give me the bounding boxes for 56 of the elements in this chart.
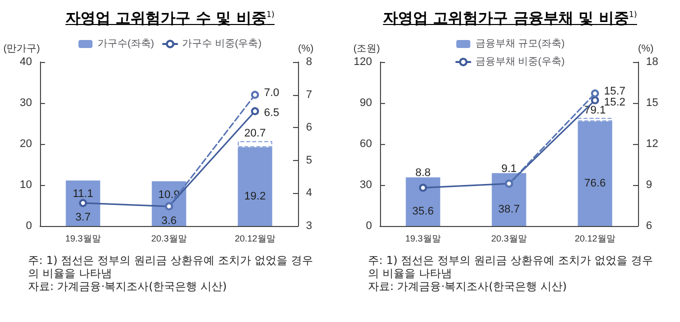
legend-label: 금융부채 규모(좌축): [475, 38, 565, 50]
data-label: 38.7: [498, 204, 520, 216]
data-label: 11.1: [72, 188, 94, 200]
data-label: 8.8: [415, 167, 431, 180]
text: 주: 1) 점선은 정부의 원리금 상환유예 조치가 없었을 경우의 비율을 나타냄: [368, 254, 654, 280]
y2-tick-label: 6: [646, 220, 652, 232]
y-axis-title: (만가구): [3, 44, 40, 54]
data-label: 35.6: [412, 206, 434, 218]
x-tick-label: 19.3월말: [65, 234, 101, 244]
legend-label: 가구수 비중(우축): [182, 38, 262, 50]
total-label: 79.1: [584, 104, 606, 116]
y-tick-label: 120: [354, 56, 372, 68]
data-label: 7.0: [264, 86, 280, 99]
y2-axis-title: (%): [298, 44, 314, 54]
y-tick-label: 30: [20, 97, 32, 109]
legend-label: 금융부채 비중(우축): [475, 56, 565, 68]
y-tick-label: 10: [20, 179, 32, 191]
chart-title: 자영업 고위험가구 금융부채 및 비중$^{1)}$: [382, 9, 638, 27]
y-tick-label: 40: [20, 56, 32, 68]
y-tick-label: 90: [360, 97, 372, 109]
data-label: 15.2: [604, 96, 626, 108]
y2-tick-label: 15: [646, 97, 658, 109]
data-label: 19.2: [244, 190, 266, 203]
data-label: 3.6: [161, 214, 177, 227]
x-tick-label: 20.3월말: [491, 234, 527, 244]
chart-title: 자영업 고위험가구 수 및 비중$^{1)}$: [65, 9, 275, 27]
legend-label: 가구수(좌축): [97, 38, 154, 50]
x-tick-label: 20.12월말: [574, 234, 616, 244]
y2-axis-title: (%): [638, 44, 654, 54]
y2-tick-label: 18: [646, 56, 658, 68]
data-label: 3.7: [75, 212, 91, 224]
y-tick-label: 20: [20, 138, 32, 150]
text: 자료: 가계금융·복지조사(한국은행 시산): [28, 280, 228, 293]
x-tick-label: 20.3월말: [151, 234, 187, 244]
y-axis-title: (조원): [353, 44, 380, 54]
y2-tick-label: 9: [646, 179, 652, 191]
y2-tick-label: 7: [306, 88, 312, 101]
data-label: 9.1: [501, 163, 517, 176]
y-tick-label: 30: [360, 179, 372, 191]
data-label: 76.6: [584, 178, 606, 190]
text: 자료: 가계금융·복지조사(한국은행 시산): [368, 280, 568, 293]
y-tick-label: 0: [366, 220, 372, 232]
y-tick-label: 60: [360, 138, 372, 150]
y2-tick-label: 8: [306, 56, 312, 68]
y2-tick-label: 3: [306, 220, 312, 232]
text: 주: 1) 점선은 정부의 원리금 상환유예 조치가 없었을 경우의 비율을 나타냄: [28, 254, 314, 280]
x-tick-label: 19.3월말: [405, 234, 441, 244]
data-label: 15.7: [604, 85, 626, 98]
data-label: 6.5: [264, 107, 280, 120]
total-label: 20.7: [244, 128, 266, 140]
x-tick-label: 20.12월말: [234, 234, 276, 244]
y-tick-label: 0: [26, 220, 32, 232]
y2-tick-label: 5: [306, 154, 312, 166]
y2-tick-label: 12: [646, 138, 658, 150]
y2-tick-label: 6: [306, 122, 312, 134]
y2-tick-label: 4: [306, 187, 312, 200]
